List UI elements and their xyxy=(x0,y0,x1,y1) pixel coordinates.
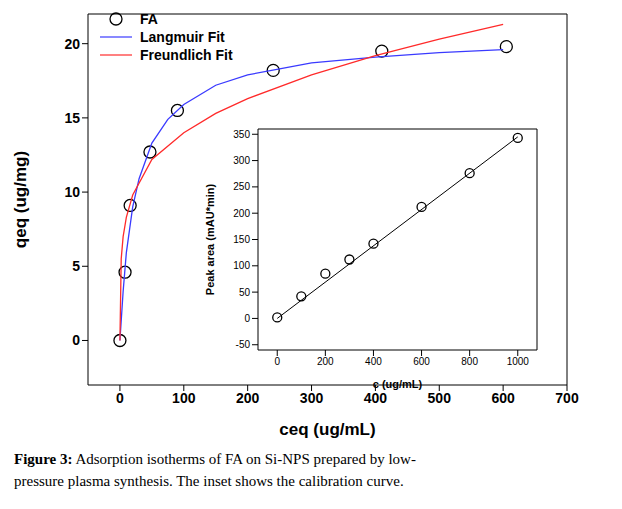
svg-text:1000: 1000 xyxy=(507,356,530,367)
svg-text:0: 0 xyxy=(274,356,280,367)
svg-text:200: 200 xyxy=(233,208,250,219)
svg-text:15: 15 xyxy=(64,110,80,126)
svg-text:400: 400 xyxy=(365,356,382,367)
svg-text:200: 200 xyxy=(317,356,334,367)
svg-text:250: 250 xyxy=(233,181,250,192)
svg-text:ceq (ug/mL): ceq (ug/mL) xyxy=(279,420,375,439)
svg-text:350: 350 xyxy=(233,129,250,140)
svg-text:300: 300 xyxy=(300,390,324,406)
svg-text:150: 150 xyxy=(233,234,250,245)
svg-text:400: 400 xyxy=(364,390,388,406)
svg-text:5: 5 xyxy=(72,258,80,274)
svg-text:c (ug/mL): c (ug/mL) xyxy=(373,378,423,390)
html-text:FA: FA xyxy=(140,11,158,27)
svg-text:600: 600 xyxy=(491,390,515,406)
svg-text:800: 800 xyxy=(461,356,478,367)
html-text:Freundlich Fit: Freundlich Fit xyxy=(140,47,233,63)
svg-text:500: 500 xyxy=(428,390,452,406)
svg-text:10: 10 xyxy=(64,184,80,200)
svg-text:0: 0 xyxy=(244,313,250,324)
svg-text:300: 300 xyxy=(233,155,250,166)
svg-text:50: 50 xyxy=(239,287,251,298)
svg-text:100: 100 xyxy=(172,390,196,406)
svg-text:qeq (ug/mg): qeq (ug/mg) xyxy=(11,151,30,248)
svg-text:-50: -50 xyxy=(236,339,251,350)
html-text:Figure 3: Adsorption isotherms: Figure 3: Adsorption isotherms of FA on … xyxy=(14,451,416,489)
html-text:Langmuir Fit: Langmuir Fit xyxy=(140,29,225,45)
svg-text:0: 0 xyxy=(72,332,80,348)
svg-text:700: 700 xyxy=(555,390,579,406)
svg-text:600: 600 xyxy=(413,356,430,367)
svg-text:Peak area (mAU*min): Peak area (mAU*min) xyxy=(204,184,216,296)
svg-text:0: 0 xyxy=(116,390,124,406)
svg-text:100: 100 xyxy=(233,260,250,271)
svg-text:20: 20 xyxy=(64,36,80,52)
svg-text:200: 200 xyxy=(236,390,260,406)
